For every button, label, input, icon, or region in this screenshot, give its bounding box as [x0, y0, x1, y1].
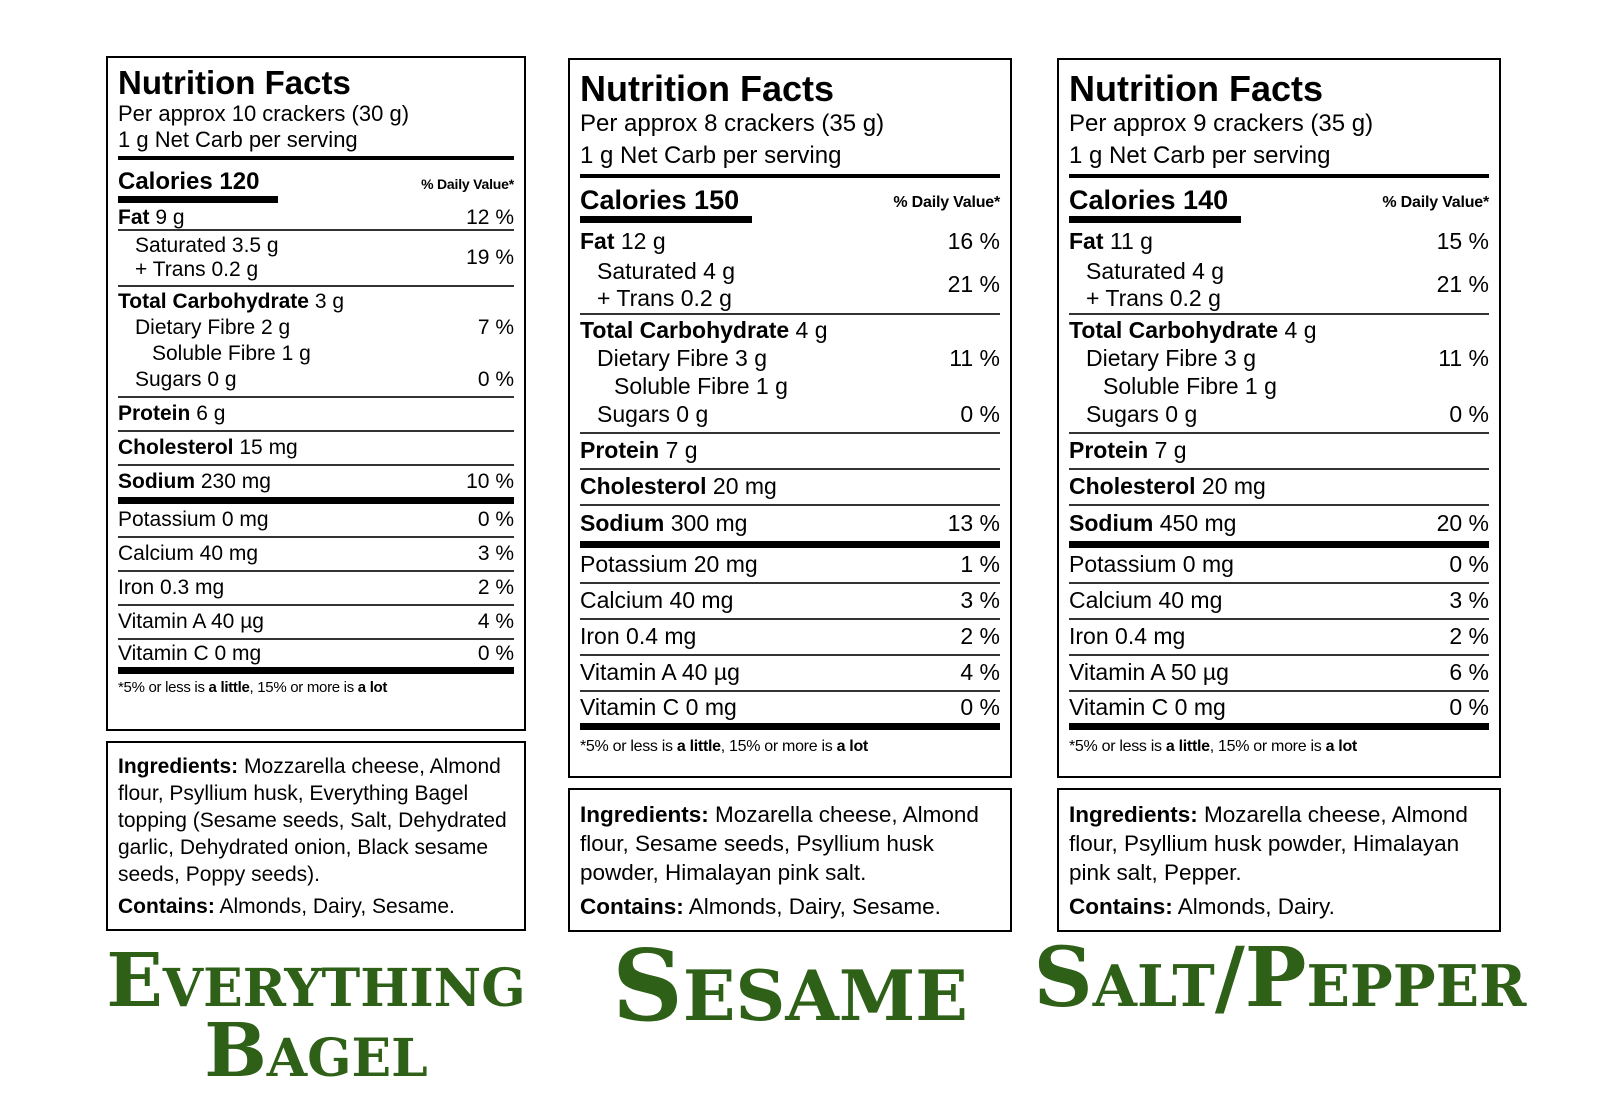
cholesterol-row: Cholesterol 15 mg: [118, 432, 514, 467]
cholesterol-row: Cholesterol 20 mg: [1069, 470, 1489, 506]
iron-row: Iron 0.4 mg 2 %: [580, 620, 1000, 656]
nutrition-label-everything-bagel: Nutrition Facts Per approx 10 crackers (…: [106, 56, 526, 731]
ingredients-box-salt-pepper: Ingredients: Mozarella cheese, Almond fl…: [1057, 788, 1501, 932]
net-carb: 1 g Net Carb per serving: [1069, 141, 1331, 169]
ingredients-text: Ingredients: Mozzarella cheese, Almond f…: [118, 755, 507, 886]
calories-bar: [580, 215, 752, 223]
nutrition-label-sesame: Nutrition Facts Per approx 8 crackers (3…: [568, 58, 1012, 778]
calories: Calories 120: [118, 168, 260, 196]
calories-bar: [118, 196, 278, 204]
sodium-row: Sodium 450 mg 20 %: [1069, 506, 1489, 548]
potassium-row: Potassium 20 mg 1 %: [580, 548, 1000, 584]
calories-bar: [1069, 215, 1241, 223]
iron-row: Iron 0.3 mg 2 %: [118, 572, 514, 607]
sodium-row: Sodium 300 mg 13 %: [580, 506, 1000, 548]
vitamin-c-row: Vitamin C 0 mg 0 %: [1069, 692, 1489, 730]
divider: [118, 156, 514, 161]
divider: [580, 173, 1000, 178]
protein-row: Protein 7 g: [580, 434, 1000, 470]
daily-value-header: % Daily Value*: [421, 176, 514, 193]
ingredients-box-everything-bagel: Ingredients: Mozzarella cheese, Almond f…: [106, 741, 526, 931]
potassium-row: Potassium 0 mg 0 %: [1069, 548, 1489, 584]
vitamin-c-row: Vitamin C 0 mg 0 %: [118, 640, 514, 675]
nutrition-facts-title: Nutrition Facts: [1069, 68, 1324, 109]
serving-size: Per approx 10 crackers (30 g): [118, 100, 410, 126]
contains-text: Contains: Almonds, Dairy, Sesame.: [580, 894, 941, 919]
carbohydrate-block: Total Carbohydrate 4 g Dietary Fibre 3 g…: [580, 315, 1000, 434]
daily-value-header: % Daily Value*: [1382, 193, 1489, 211]
net-carb: 1 g Net Carb per serving: [580, 141, 842, 169]
fat-row: Fat 12 g 16 %: [580, 228, 1000, 255]
nutrition-facts-title: Nutrition Facts: [118, 64, 351, 101]
vitamin-c-row: Vitamin C 0 mg 0 %: [580, 692, 1000, 730]
potassium-row: Potassium 0 mg 0 %: [118, 504, 514, 539]
nutrition-label-salt-pepper: Nutrition Facts Per approx 9 crackers (3…: [1057, 58, 1501, 778]
calories: Calories 150: [580, 184, 740, 215]
flavor-name-everything-bagel: Everything Bagel: [106, 938, 526, 1095]
saturated-trans-row: Saturated 4 g + Trans 0.2 g 21 %: [1069, 257, 1489, 315]
serving-size: Per approx 9 crackers (35 g): [1069, 109, 1374, 137]
vitamin-a-row: Vitamin A 40 µg 4 %: [580, 656, 1000, 692]
serving-size: Per approx 8 crackers (35 g): [580, 109, 885, 137]
contains-text: Contains: Almonds, Dairy.: [1069, 894, 1335, 919]
flavor-name-salt-pepper: Salt/Pepper: [1033, 930, 1527, 1026]
footnote: *5% or less is a little, 15% or more is …: [580, 737, 868, 755]
protein-row: Protein 6 g: [118, 398, 514, 433]
protein-row: Protein 7 g: [1069, 434, 1489, 470]
fat-row: Fat 11 g 15 %: [1069, 228, 1489, 255]
vitamin-a-row: Vitamin A 50 µg 6 %: [1069, 656, 1489, 692]
footnote: *5% or less is a little, 15% or more is …: [1069, 737, 1357, 755]
saturated-trans-row: Saturated 4 g + Trans 0.2 g 21 %: [580, 257, 1000, 315]
net-carb: 1 g Net Carb per serving: [118, 127, 358, 153]
calcium-row: Calcium 40 mg 3 %: [118, 538, 514, 573]
calcium-row: Calcium 40 mg 3 %: [1069, 584, 1489, 620]
carbohydrate-block: Total Carbohydrate 4 g Dietary Fibre 3 g…: [1069, 315, 1489, 434]
carbohydrate-block: Total Carbohydrate 3 g Dietary Fibre 2 g…: [118, 287, 514, 399]
iron-row: Iron 0.4 mg 2 %: [1069, 620, 1489, 656]
cholesterol-row: Cholesterol 20 mg: [580, 470, 1000, 506]
saturated-trans-row: Saturated 3.5 g + Trans 0.2 g 19 %: [118, 231, 514, 288]
calcium-row: Calcium 40 mg 3 %: [580, 584, 1000, 620]
footnote: *5% or less is a little, 15% or more is …: [118, 679, 388, 697]
ingredients-text: Ingredients: Mozarella cheese, Almond fl…: [580, 802, 979, 885]
flavor-name-sesame: Sesame: [612, 929, 968, 1044]
ingredients-box-sesame: Ingredients: Mozarella cheese, Almond fl…: [568, 788, 1012, 932]
sodium-row: Sodium 230 mg 10 %: [118, 466, 514, 505]
daily-value-header: % Daily Value*: [893, 193, 1000, 211]
fat-row: Fat 9 g 12 %: [118, 206, 514, 232]
nutrition-facts-title: Nutrition Facts: [580, 68, 835, 109]
vitamin-a-row: Vitamin A 40 µg 4 %: [118, 606, 514, 641]
contains-text: Contains: Almonds, Dairy, Sesame.: [118, 895, 455, 918]
calories: Calories 140: [1069, 184, 1229, 215]
ingredients-text: Ingredients: Mozarella cheese, Almond fl…: [1069, 802, 1468, 885]
divider: [1069, 173, 1489, 178]
